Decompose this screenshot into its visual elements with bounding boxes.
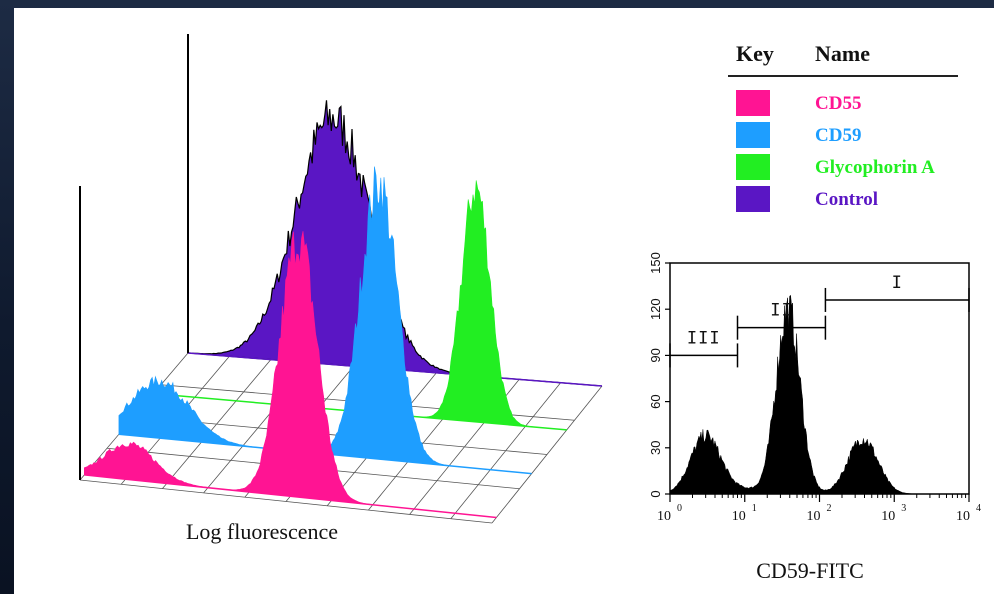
overlay-histogram: Log fluorescence bbox=[79, 34, 603, 544]
cd59-x-tick-label: 10 bbox=[732, 509, 746, 524]
legend: Key Name CD55 CD59 Glycophorin A Control bbox=[728, 41, 958, 212]
legend-label-cd55: CD55 bbox=[815, 93, 861, 114]
cd59-x-axis-label: CD59-FITC bbox=[756, 558, 864, 583]
legend-label-control: Control bbox=[815, 189, 878, 210]
overlay-axes bbox=[79, 34, 189, 480]
cd59-x-tick-exponent: 1 bbox=[752, 503, 757, 514]
ridge-baseline bbox=[84, 474, 497, 519]
cd59-x-tick-exponent: 0 bbox=[677, 503, 682, 514]
cd59-y-tick-label: 60 bbox=[648, 394, 663, 408]
gate-label-iii: III bbox=[687, 328, 721, 348]
legend-entries: CD55 CD59 Glycophorin A Control bbox=[736, 90, 935, 212]
cd59-x-tick-label: 10 bbox=[881, 509, 895, 524]
cd59-x-tick-exponent: 2 bbox=[827, 503, 832, 514]
histogram-ridges bbox=[84, 100, 603, 519]
cd59-x-tick-exponent: 4 bbox=[976, 503, 981, 514]
legend-label-cd59: CD59 bbox=[815, 125, 861, 146]
figure-canvas: Log fluorescence Key Name CD55 CD59 Glycop… bbox=[79, 34, 981, 583]
cd59-y-tick-label: 0 bbox=[648, 490, 663, 497]
floor-grid-line bbox=[79, 479, 493, 524]
ridge-cd55 bbox=[84, 231, 497, 518]
cd59-y-tick-label: 120 bbox=[648, 298, 663, 320]
overlay-x-axis-label: Log fluorescence bbox=[186, 519, 338, 544]
legend-swatch-cd55 bbox=[736, 90, 770, 116]
cd59-y-tick-label: 150 bbox=[648, 252, 663, 274]
gate-label-ii: II bbox=[770, 301, 792, 321]
cd59-x-tick-label: 10 bbox=[807, 509, 821, 524]
cd59-x-tick-exponent: 3 bbox=[901, 503, 906, 514]
cd59-x-tick-label: 10 bbox=[657, 509, 671, 524]
cd59-y-tick-label: 90 bbox=[648, 348, 663, 362]
figure-panel: Log fluorescence Key Name CD55 CD59 Glycop… bbox=[14, 8, 994, 594]
legend-key-header: Key bbox=[736, 41, 774, 66]
cd59-x-tick-label: 10 bbox=[956, 509, 970, 524]
legend-label-glycophorin-a: Glycophorin A bbox=[815, 157, 935, 178]
gate-label-i: I bbox=[892, 273, 903, 293]
cd59-fill bbox=[669, 294, 969, 495]
legend-swatch-glycophorin-a bbox=[736, 154, 770, 180]
legend-swatch-cd59 bbox=[736, 122, 770, 148]
legend-swatch-control bbox=[736, 186, 770, 212]
cd59-y-tick-label: 30 bbox=[648, 441, 663, 455]
legend-name-header: Name bbox=[815, 41, 870, 66]
